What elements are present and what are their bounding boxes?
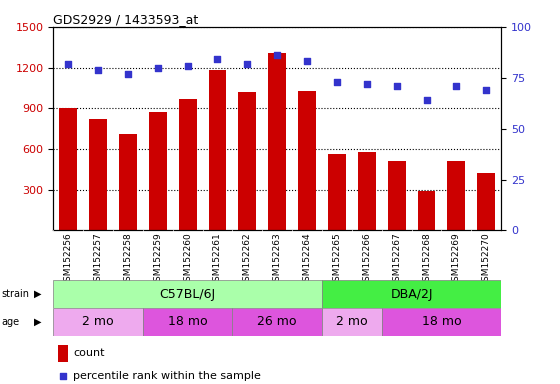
- Text: count: count: [73, 348, 105, 358]
- Bar: [322, 280, 501, 308]
- Point: [64, 60, 73, 66]
- Point: [123, 71, 132, 77]
- Text: GSM152270: GSM152270: [482, 232, 491, 286]
- Bar: [119, 134, 137, 230]
- Bar: [179, 99, 197, 230]
- Text: GSM152260: GSM152260: [183, 232, 192, 286]
- Bar: [149, 113, 167, 230]
- Bar: [232, 308, 322, 336]
- Point: [482, 87, 491, 93]
- Point: [333, 79, 342, 85]
- Point: [153, 65, 162, 71]
- Point: [273, 52, 282, 58]
- Text: GSM152268: GSM152268: [422, 232, 431, 286]
- Text: 2 mo: 2 mo: [82, 315, 114, 328]
- Point: [183, 63, 192, 69]
- Text: 18 mo: 18 mo: [422, 315, 461, 328]
- Point: [392, 83, 401, 89]
- Point: [302, 58, 311, 65]
- Point: [422, 97, 431, 103]
- Point: [58, 373, 67, 379]
- Bar: [358, 152, 376, 230]
- Bar: [388, 161, 405, 230]
- Text: GDS2929 / 1433593_at: GDS2929 / 1433593_at: [53, 13, 198, 26]
- Point: [452, 83, 461, 89]
- Text: GSM152269: GSM152269: [452, 232, 461, 286]
- Text: percentile rank within the sample: percentile rank within the sample: [73, 371, 261, 381]
- Bar: [322, 308, 382, 336]
- Text: GSM152266: GSM152266: [362, 232, 371, 286]
- Bar: [382, 308, 501, 336]
- Bar: [418, 191, 436, 230]
- Bar: [208, 70, 226, 230]
- Point: [362, 81, 371, 87]
- Point: [243, 60, 252, 66]
- Text: ▶: ▶: [34, 289, 42, 299]
- Bar: [89, 119, 107, 230]
- Bar: [447, 161, 465, 230]
- Text: 2 mo: 2 mo: [336, 315, 368, 328]
- Bar: [328, 154, 346, 230]
- Bar: [477, 174, 495, 230]
- Text: GSM152258: GSM152258: [123, 232, 132, 286]
- Text: GSM152262: GSM152262: [243, 232, 252, 286]
- Text: GSM152265: GSM152265: [333, 232, 342, 286]
- Bar: [53, 280, 322, 308]
- Bar: [268, 53, 286, 230]
- Text: GSM152267: GSM152267: [392, 232, 401, 286]
- Bar: [58, 345, 68, 362]
- Bar: [143, 308, 232, 336]
- Text: 26 mo: 26 mo: [258, 315, 297, 328]
- Text: GSM152261: GSM152261: [213, 232, 222, 286]
- Text: ▶: ▶: [34, 317, 42, 327]
- Text: age: age: [2, 317, 20, 327]
- Text: 18 mo: 18 mo: [168, 315, 207, 328]
- Bar: [298, 91, 316, 230]
- Bar: [239, 92, 256, 230]
- Point: [213, 56, 222, 63]
- Text: DBA/2J: DBA/2J: [390, 288, 433, 301]
- Text: GSM152263: GSM152263: [273, 232, 282, 286]
- Text: C57BL/6J: C57BL/6J: [160, 288, 216, 301]
- Point: [94, 66, 102, 73]
- Bar: [59, 108, 77, 230]
- Text: GSM152264: GSM152264: [302, 232, 311, 286]
- Text: GSM152259: GSM152259: [153, 232, 162, 286]
- Text: strain: strain: [2, 289, 30, 299]
- Text: GSM152257: GSM152257: [94, 232, 102, 286]
- Text: GSM152256: GSM152256: [64, 232, 73, 286]
- Bar: [53, 308, 143, 336]
